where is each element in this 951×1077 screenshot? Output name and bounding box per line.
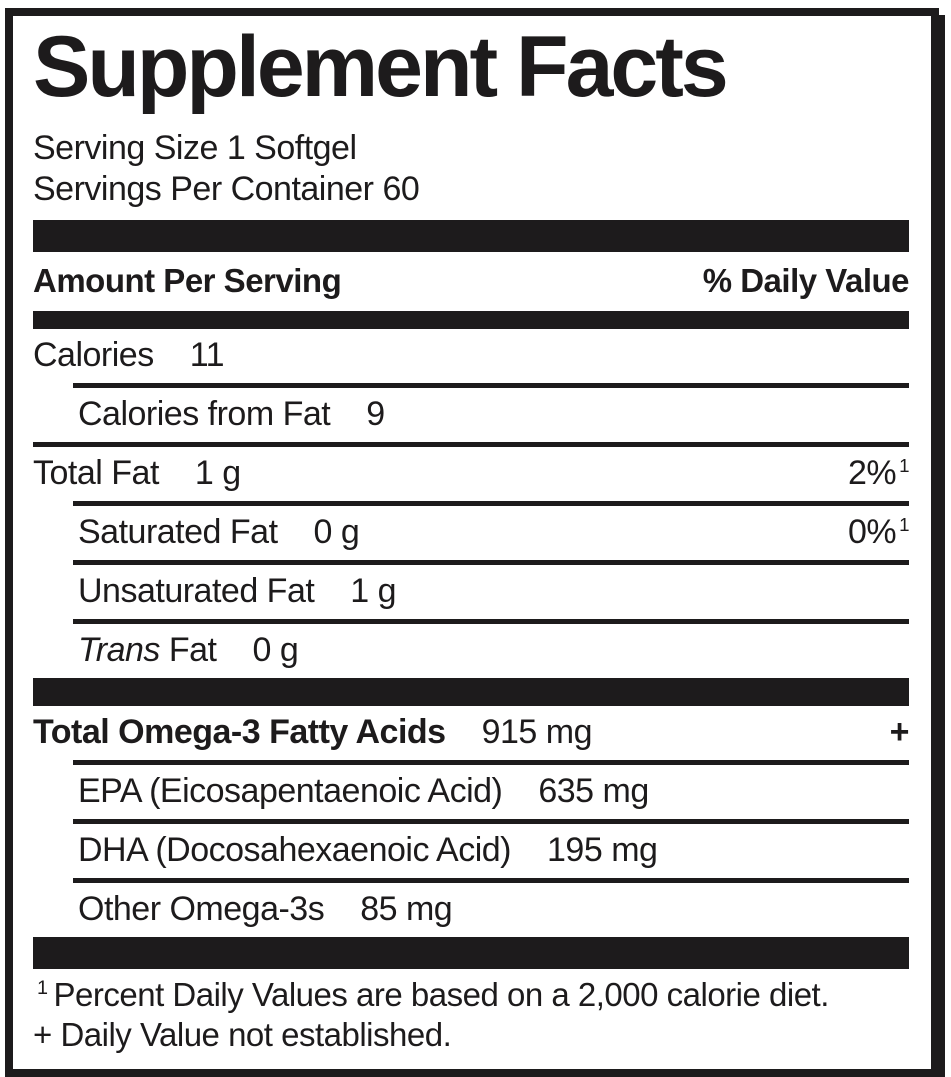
rule [73, 878, 909, 884]
nutrient-name: Trans Fat [78, 631, 217, 670]
amount-per-serving-header: Amount Per Serving [33, 262, 342, 300]
daily-value: 0% 1 [847, 513, 910, 552]
nutrient-amount: 1 g [194, 454, 241, 493]
divider-bar-header [33, 311, 909, 330]
row-calories-from-fat: Calories from Fat 9 [33, 388, 909, 442]
daily-value: + [889, 713, 910, 752]
nutrient-name: EPA (Eicosapentaenoic Acid) [78, 772, 503, 811]
row-total-fat: Total Fat 1 g 2% 1 [33, 447, 909, 501]
nutrient-amount: 0 g [252, 631, 299, 670]
rule [73, 501, 909, 507]
row-calories: Calories 11 [33, 329, 909, 383]
nutrient-amount: 0 g [313, 513, 360, 552]
nutrient-name: Total Omega-3 Fatty Acids [33, 713, 446, 752]
footnote-not-established: + Daily Value not established. [33, 1016, 452, 1054]
row-other-omega3s: Other Omega-3s 85 mg [33, 883, 909, 937]
column-header-row: Amount Per Serving % Daily Value [33, 252, 910, 311]
row-dha: DHA (Docosahexaenoic Acid) 195 mg [33, 824, 909, 878]
serving-size: Serving Size 1 Softgel [33, 129, 357, 168]
daily-value: 2% 1 [847, 454, 910, 493]
serving-info: Serving Size 1 Softgel Servings Per Cont… [33, 128, 909, 210]
rule [73, 560, 909, 566]
nutrient-amount: 915 mg [481, 713, 593, 752]
nutrient-name: Calories from Fat [78, 395, 331, 434]
rule [73, 619, 909, 625]
rule [73, 383, 909, 389]
row-trans-fat: Trans Fat 0 g [33, 624, 909, 678]
nutrient-name: Total Fat [33, 454, 159, 493]
row-unsaturated-fat: Unsaturated Fat 1 g [33, 565, 909, 619]
divider-bar-top [33, 220, 909, 253]
nutrient-name: DHA (Docosahexaenoic Acid) [78, 831, 512, 870]
servings-per-container: Servings Per Container 60 [33, 170, 420, 209]
rule [73, 819, 909, 825]
percent-daily-value-header: % Daily Value [702, 262, 910, 300]
divider-bar-bottom [33, 937, 909, 970]
page-title: Supplement Facts [33, 19, 729, 115]
divider-bar-omega [33, 678, 909, 707]
nutrient-amount: 9 [366, 395, 385, 434]
row-saturated-fat: Saturated Fat 0 g 0% 1 [33, 506, 909, 560]
nutrient-name: Saturated Fat [78, 513, 278, 552]
footnote-marker: 1 [37, 977, 48, 1000]
rule [33, 442, 909, 448]
nutrient-name: Unsaturated Fat [78, 572, 315, 611]
nutrient-amount: 635 mg [538, 772, 649, 811]
row-epa: EPA (Eicosapentaenoic Acid) 635 mg [33, 765, 909, 819]
footnote-marker: 1 [899, 454, 909, 476]
nutrient-name: Other Omega-3s [78, 890, 325, 929]
nutrient-amount: 85 mg [360, 890, 453, 929]
footnote-daily-values: 1 Percent Daily Values are based on a 2,0… [37, 976, 829, 1014]
footnotes: 1 Percent Daily Values are based on a 2,0… [33, 975, 909, 1055]
rule [73, 760, 909, 766]
supplement-facts-panel: Supplement Facts Serving Size 1 Softgel … [5, 8, 939, 1077]
footnote-marker: 1 [899, 513, 909, 535]
nutrient-name: Calories [33, 336, 154, 375]
nutrient-amount: 11 [189, 336, 225, 375]
nutrient-amount: 1 g [350, 572, 397, 611]
nutrient-amount: 195 mg [547, 831, 658, 870]
row-total-omega3: Total Omega-3 Fatty Acids 915 mg + [33, 706, 910, 760]
